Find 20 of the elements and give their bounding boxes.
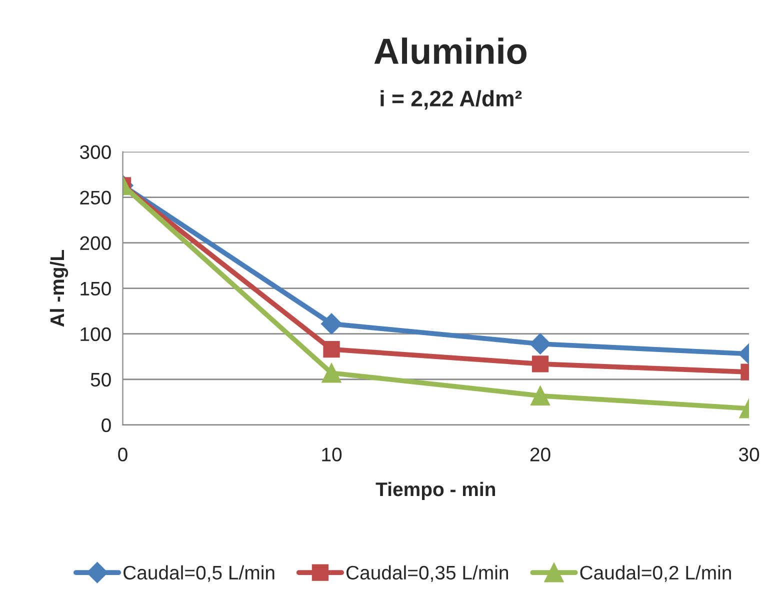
x-tick-label: 10 [322,448,342,462]
legend-label: Caudal=0,5 L/min [124,565,274,582]
x-axis-title: Tiempo - min [376,482,496,500]
y-tick-label: 150 [80,282,111,296]
y-tick-label: 250 [80,190,111,205]
chart-subtitle: i = 2,22 A/dm² [380,90,522,110]
y-axis-title: Al -mg/L [50,250,68,327]
chart-title: Aluminio [374,38,526,64]
point [530,333,551,354]
y-tick-label: 100 [80,327,111,342]
x-tick-label: 30 [738,448,760,462]
y-tick-label: 50 [90,372,111,387]
legend-label: Caudal=0,2 L/min [580,565,731,582]
y-tick-label: 300 [80,145,111,159]
x-tick-label: 20 [530,448,550,462]
y-tick-label: 0 [102,418,111,432]
point [321,313,342,334]
legend-label: Caudal=0,35 L/min [346,565,508,582]
y-tick-label: 200 [80,236,111,250]
x-tick-label: 0 [118,448,128,462]
